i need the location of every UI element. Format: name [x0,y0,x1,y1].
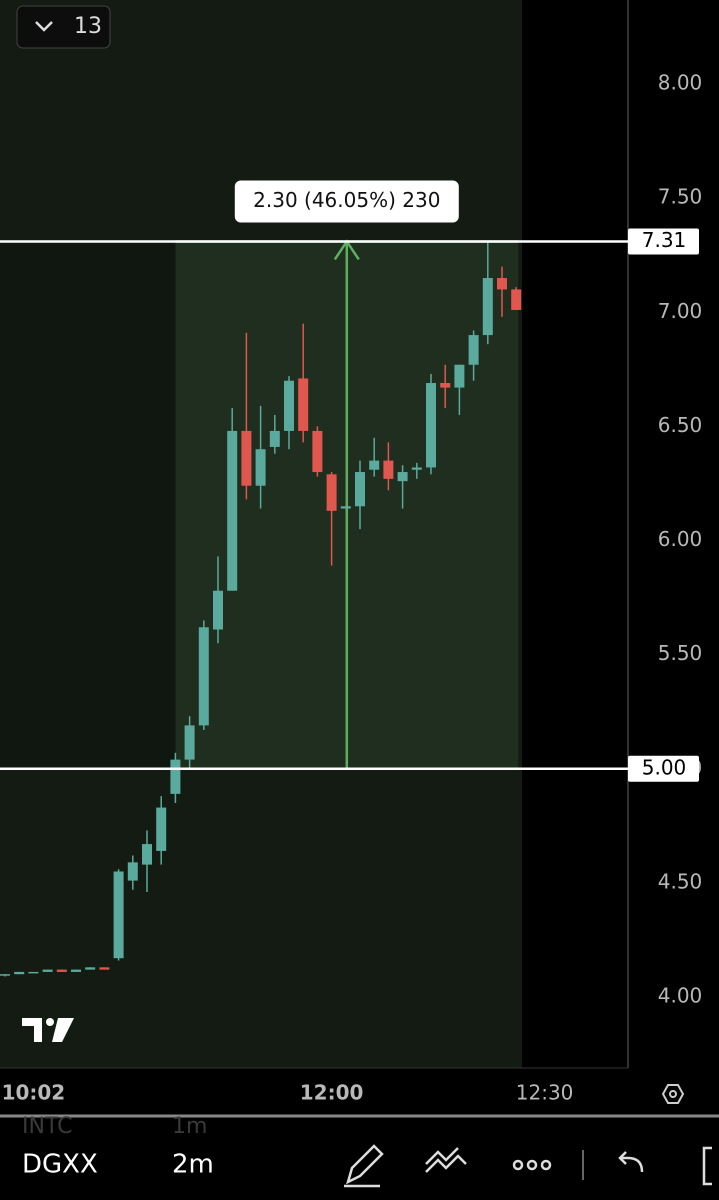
undo-button[interactable] [618,1151,644,1173]
candle-body [42,969,53,972]
settings-icon [669,1090,677,1098]
candle-body [426,383,436,468]
candle-body [497,278,507,290]
y-tick-label: 7.00 [658,299,703,323]
candle-body [369,460,380,470]
candle-body [511,289,522,310]
toggle-box[interactable] [16,5,111,49]
price-line-label-box [628,755,699,782]
candle-body [468,335,479,365]
y-tick-label: 5.50 [658,641,703,665]
price-line-label: 5.00 [642,755,687,779]
measure-label-box [234,180,459,223]
chart-area [0,239,522,977]
candle-body [99,967,110,970]
indicator-toggle[interactable]: 13 [16,5,111,49]
candle-body [113,871,124,959]
symbol[interactable]: DGXX [22,1150,98,1180]
candle-body [198,627,209,726]
candle-body [454,364,465,388]
candle-body [284,380,294,431]
candle-body [28,971,39,974]
tradingview-logo [22,1018,74,1042]
candle-body [482,278,493,336]
candle-body [326,474,337,511]
candle-body [156,807,167,851]
chevron-icon [35,21,53,32]
x-tick-label: 12:30 [516,1081,574,1105]
toggle-count: 13 [74,14,102,39]
candle-body [397,472,408,482]
y-tick-label: 7.50 [658,185,703,209]
settings-button[interactable] [661,1084,685,1104]
y-tick-label: 6.50 [658,413,703,437]
indicators-button[interactable] [425,1147,467,1173]
candle-body [411,467,422,470]
candle-body [127,862,138,881]
candle-body [440,383,451,388]
candle-body [355,472,365,507]
y-tick-label: 4.00 [658,984,703,1008]
interval[interactable]: 2m [172,1150,214,1180]
fullscreen-button[interactable] [702,1146,712,1186]
candle-body [227,430,238,591]
candle-body [0,974,10,976]
candle-body [85,967,96,970]
candle-body [312,430,323,473]
draw-button[interactable] [344,1144,384,1188]
symbol[interactable]: INTC [22,1114,72,1139]
candle-body [383,460,394,479]
candle-body [71,969,81,972]
y-tick-label: 4.50 [658,869,703,893]
left-shade [0,241,176,769]
x-tick-label: 12:00 [300,1081,364,1105]
candle-body [184,725,195,760]
candle-body [241,430,252,486]
candle-body [269,430,280,447]
candle-body [340,506,351,509]
more-button[interactable] [512,1159,552,1171]
measure-label: 2.30 (46.05%) 230 [253,188,440,212]
y-tick-label: 6.00 [658,527,703,551]
y-tick-label: 8.00 [658,70,703,94]
candle-body [170,759,181,794]
candle-body [298,378,309,431]
x-tick-label: 10:02 [2,1081,66,1105]
candle-body [142,844,152,865]
candle-body [255,449,266,486]
candle-body [14,971,25,975]
price-line-label: 7.31 [642,228,687,252]
price-line-label-box [628,228,699,255]
interval[interactable]: 1m [172,1114,207,1139]
candle-body [213,590,223,630]
candle-body [56,969,67,972]
